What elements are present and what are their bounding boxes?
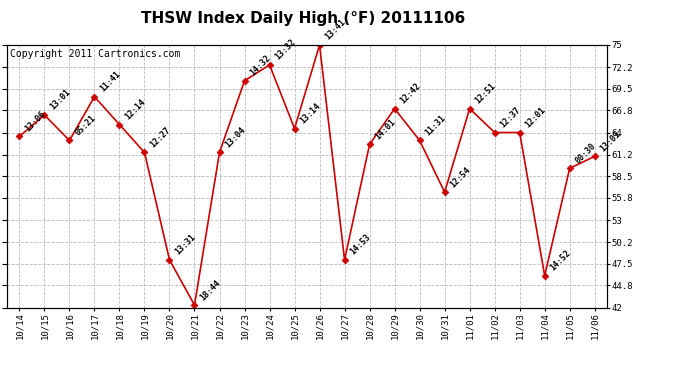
- Text: 12:42: 12:42: [398, 81, 422, 105]
- Text: 13:31: 13:31: [173, 232, 197, 256]
- Text: 13:04: 13:04: [224, 125, 247, 149]
- Text: 13:32: 13:32: [273, 38, 297, 62]
- Text: 14:32: 14:32: [248, 54, 273, 78]
- Text: 12:01: 12:01: [524, 105, 547, 129]
- Text: 11:31: 11:31: [424, 113, 447, 137]
- Text: 12:37: 12:37: [498, 105, 522, 129]
- Text: 14:01: 14:01: [373, 117, 397, 141]
- Text: 05:21: 05:21: [73, 113, 97, 137]
- Text: 13:01: 13:01: [598, 129, 622, 153]
- Text: 13:14: 13:14: [298, 101, 322, 125]
- Text: 14:52: 14:52: [549, 249, 573, 273]
- Text: 13:41: 13:41: [324, 18, 347, 42]
- Text: 12:14: 12:14: [124, 98, 147, 122]
- Text: 11:41: 11:41: [98, 69, 122, 93]
- Text: THSW Index Daily High (°F) 20111106: THSW Index Daily High (°F) 20111106: [141, 11, 466, 26]
- Text: 13:01: 13:01: [48, 88, 72, 112]
- Text: 18:44: 18:44: [198, 278, 222, 302]
- Text: Copyright 2011 Cartronics.com: Copyright 2011 Cartronics.com: [10, 49, 180, 59]
- Text: 12:51: 12:51: [473, 81, 497, 105]
- Text: 13:06: 13:06: [23, 109, 47, 133]
- Text: 14:53: 14:53: [348, 232, 373, 256]
- Text: 12:27: 12:27: [148, 125, 172, 149]
- Text: 00:30: 00:30: [573, 141, 598, 165]
- Text: 12:54: 12:54: [448, 165, 473, 189]
